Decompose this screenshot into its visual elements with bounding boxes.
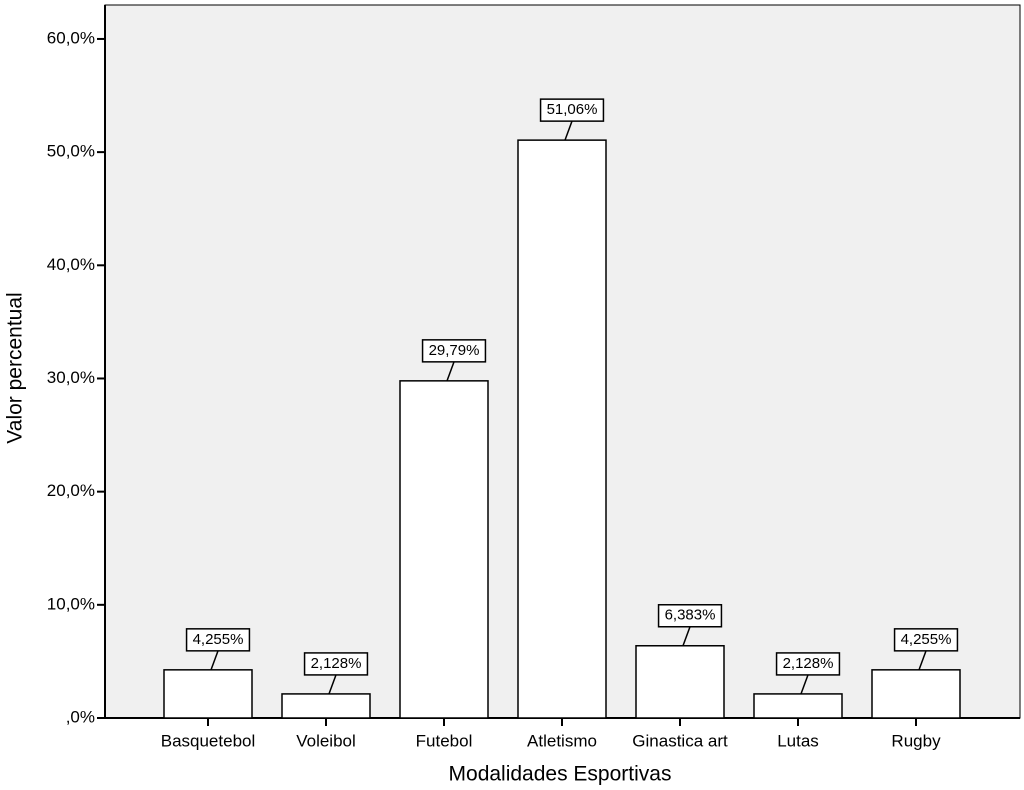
value-label-box [303, 652, 369, 676]
x-axis-title: Modalidades Esportivas [449, 763, 672, 786]
bar [163, 669, 253, 719]
label-leader [328, 674, 337, 695]
value-label: 6,383% [665, 607, 716, 624]
value-label: 51,06% [547, 101, 598, 118]
y-tick-label: 60,0% [47, 28, 95, 47]
y-tick-label: ,0% [66, 707, 95, 726]
value-label: 2,128% [783, 655, 834, 672]
bar [753, 693, 843, 719]
value-label-box [421, 339, 487, 363]
value-label: 4,255% [193, 631, 244, 648]
label-leader [918, 650, 927, 671]
bar [399, 380, 489, 719]
y-tick-label: 20,0% [47, 481, 95, 500]
bar [635, 645, 725, 719]
x-tick-label: Voleibol [296, 731, 356, 750]
value-label: 4,255% [901, 631, 952, 648]
label-leader [564, 120, 573, 141]
label-leader [210, 650, 219, 671]
y-axis-title: Valor percentual [4, 292, 27, 443]
value-label: 2,128% [311, 655, 362, 672]
label-leader [446, 361, 455, 382]
y-tick-label: 50,0% [47, 142, 95, 161]
x-tick-label: Ginastica art [632, 731, 728, 750]
y-tick-label: 10,0% [47, 594, 95, 613]
y-tick-label: 40,0% [47, 255, 95, 274]
bar [871, 669, 961, 719]
y-tick-label: 30,0% [47, 368, 95, 387]
bar [281, 693, 371, 719]
value-label-box [539, 98, 605, 122]
x-tick-label: Basquetebol [161, 731, 256, 750]
label-leader [800, 674, 809, 695]
value-label-box [893, 628, 959, 652]
value-label-box [775, 652, 841, 676]
x-tick-label: Atletismo [527, 731, 597, 750]
label-leader [682, 626, 691, 647]
value-label: 29,79% [429, 342, 480, 359]
value-label-box [185, 628, 251, 652]
value-label-box [657, 604, 723, 628]
x-tick-label: Lutas [777, 731, 819, 750]
x-tick-label: Futebol [416, 731, 473, 750]
x-tick-label: Rugby [891, 731, 941, 750]
bar [517, 139, 607, 719]
